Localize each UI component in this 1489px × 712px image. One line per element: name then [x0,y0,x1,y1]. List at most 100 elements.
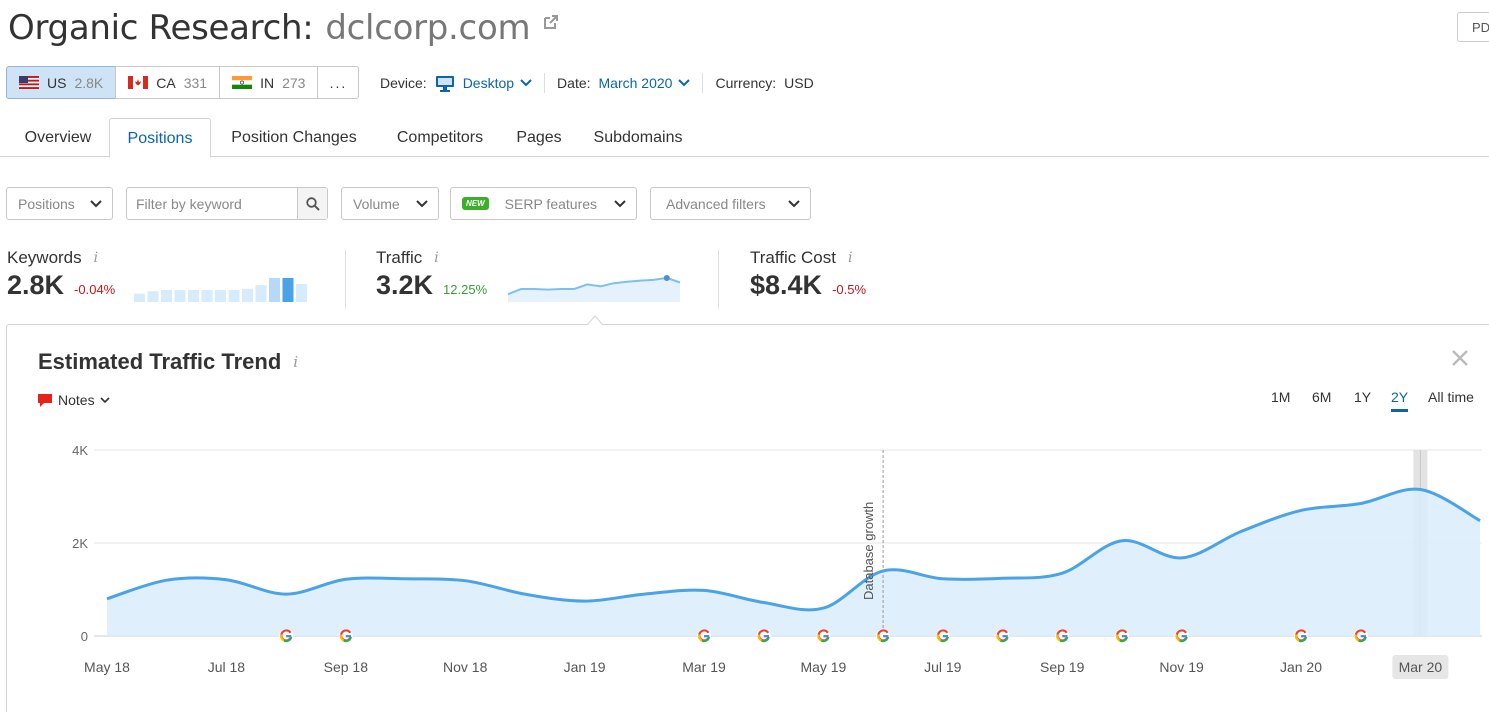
database-count: 2.8K [74,74,104,91]
x-tick-label: Nov 18 [443,659,488,675]
keywords-spark-bar [134,293,145,302]
google-update-icon [995,629,1010,643]
y-tick-label: 0 [81,629,88,644]
chevron-down-icon [788,200,800,208]
google-update-icon [816,629,831,643]
google-update-icon [1174,629,1189,643]
traffic-cost-metric[interactable]: Traffic Cost i $8.4K -0.5% [750,248,866,301]
keyword-search-button[interactable] [297,188,327,219]
tab-positions[interactable]: Positions [109,118,211,158]
database-code: US [47,74,67,91]
notes-dropdown[interactable]: Notes [37,392,110,408]
positions-filter-dropdown[interactable]: Positions [6,187,113,220]
keywords-spark-bar [269,278,280,302]
volume-filter-dropdown[interactable]: Volume [341,187,439,220]
google-update-icon [338,629,353,643]
google-update-icon [1353,629,1368,643]
keywords-spark-bar [215,290,226,302]
traffic-cost-label: Traffic Cost [750,248,836,267]
google-update-icon [1055,629,1070,643]
x-tick-label: Mar 19 [682,659,726,675]
keywords-spark-bar [296,284,307,302]
keywords-spark-bar [201,290,213,302]
x-tick-label: Sep 18 [324,659,369,675]
serp-features-dropdown[interactable]: NEW SERP features [450,187,637,220]
traffic-metric[interactable]: Traffic i 3.2K 12.25% [376,248,487,301]
chevron-down-icon [614,200,626,208]
annotation-label: Database growth [861,502,876,600]
currency-label: Currency: [715,75,777,91]
database-in-button[interactable]: IN 273 [219,66,319,99]
divider [702,73,704,93]
tab-pages[interactable]: Pages [516,129,562,146]
device-dropdown[interactable]: Desktop [435,75,532,92]
range-2y[interactable]: 2Y [1391,389,1409,412]
info-icon[interactable]: i [434,250,439,266]
divider [345,250,346,308]
chevron-down-icon [90,200,102,208]
search-icon [305,196,320,211]
tab-position-changes[interactable]: Position Changes [231,129,357,146]
keywords-spark-bar [161,290,172,302]
keywords-metric[interactable]: Keywords i 2.8K -0.04% [7,248,115,301]
divider [718,250,719,308]
external-link-icon[interactable] [542,13,560,31]
pdf-export-button[interactable]: PD [1457,12,1489,42]
traffic-spark-line [507,276,681,296]
traffic-sparkline [507,274,681,302]
tab-subdomains[interactable]: Subdomains [593,129,683,146]
report-params: Device: Desktop Date: March 2020 Currenc… [380,72,814,94]
range-6m[interactable]: 6M [1312,389,1332,405]
range-1m[interactable]: 1M [1271,389,1291,405]
database-selector: US 2.8K CA 331 IN 273 ... [6,66,360,99]
database-count: 273 [282,74,306,91]
range-1y[interactable]: 1Y [1354,389,1372,405]
traffic-spark-area [508,277,680,302]
keywords-label: Keywords [7,248,82,267]
note-bubble-icon [38,393,52,407]
keywords-spark-bar [174,290,186,302]
date-dropdown[interactable]: March 2020 [599,75,691,91]
traffic-cost-change: -0.5% [832,282,867,297]
keywords-spark-bar [228,290,240,302]
date-value: March 2020 [598,75,673,91]
database-code: CA [156,74,176,91]
x-tick-label: May 18 [84,659,130,675]
info-icon[interactable]: i [293,353,299,371]
report-tabs: Overview Positions Position Changes Comp… [0,118,1489,158]
database-code: IN [260,74,275,91]
google-update-icon [1294,629,1308,643]
device-label: Device: [380,75,427,91]
range-all-time[interactable]: All time [1428,389,1474,405]
keywords-spark-bar [282,278,294,302]
currency-value: USD [784,75,814,91]
database-us-button[interactable]: US 2.8K [6,66,117,99]
info-icon[interactable]: i [93,250,99,266]
close-icon[interactable] [1451,349,1469,367]
keywords-spark-bar [147,291,159,302]
date-label: Date: [557,75,591,91]
tab-competitors[interactable]: Competitors [396,129,484,146]
keyword-filter-input[interactable] [127,188,297,219]
google-update-icon [935,629,950,643]
info-icon[interactable]: i [847,250,853,266]
chevron-down-icon [100,396,110,403]
us-flag-icon [19,76,39,89]
analyzed-domain: dclcorp.com [325,8,531,48]
keywords-spark-bar [255,285,267,302]
keywords-spark-bar [188,290,199,302]
divider [544,73,546,93]
x-tick-label: Jul 19 [924,659,962,675]
x-tick-label: Jul 18 [208,659,246,675]
chevron-down-icon [416,200,428,208]
advanced-filters-dropdown[interactable]: Advanced filters [650,187,811,220]
advanced-filters-label: Advanced filters [666,195,766,212]
keywords-value: 2.8K [7,270,65,300]
more-databases-button[interactable]: ... [317,66,360,99]
x-tick-label: May 19 [800,659,846,675]
traffic-change: 12.25% [443,282,488,297]
tab-overview[interactable]: Overview [24,129,92,146]
volume-filter-label: Volume [353,195,400,212]
traffic-area [107,489,1481,636]
